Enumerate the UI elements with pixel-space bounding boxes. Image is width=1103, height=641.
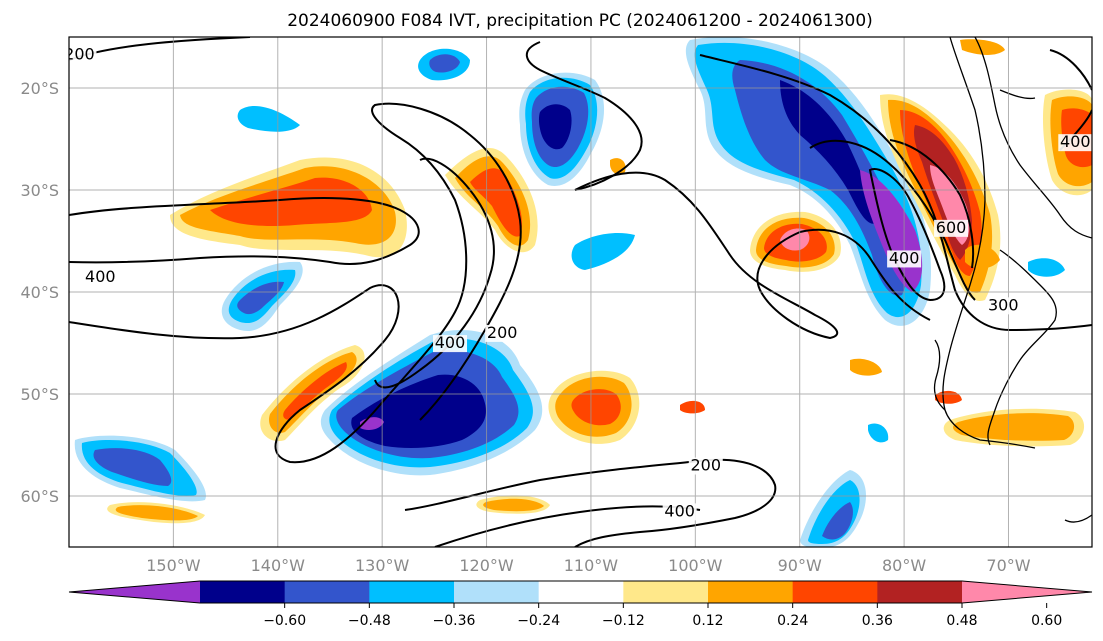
lon-tick-label: 80°W (882, 556, 926, 575)
contour-labels: 200 400 400 200 200 400 400 600 300 400 (64, 44, 1092, 521)
lon-tick-label: 90°W (778, 556, 822, 575)
contour-label-bg (83, 268, 118, 286)
colorbar-extend-low (69, 581, 200, 603)
lon-tick-label: 130°W (355, 556, 410, 575)
colorbar-segment (538, 581, 624, 603)
contour-label-bg (986, 297, 1021, 315)
contour-label: 400 (1060, 132, 1091, 151)
lat-tick-label: 60°S (20, 487, 59, 506)
contour-label: 400 (435, 333, 466, 352)
lon-tick-label: 150°W (146, 556, 201, 575)
colorbar-outline (68, 580, 1093, 604)
lat-tick-label: 20°S (20, 79, 59, 98)
map-area: 200 400 400 200 200 400 400 600 300 400 (64, 37, 1092, 547)
ivt-contours (69, 37, 1092, 547)
colorbar-tick-label: 0.12 (692, 613, 723, 629)
colorbar-segment (792, 581, 878, 603)
colorbar-tick-label: −0.36 (433, 613, 476, 629)
lon-tick-label: 110°W (564, 556, 619, 575)
colorbar-segment (200, 581, 286, 603)
lon-tick-label: 100°W (668, 556, 723, 575)
colorbar-segment (369, 581, 455, 603)
colorbar-tick-label: −0.48 (348, 613, 391, 629)
lat-tick-label: 40°S (20, 283, 59, 302)
colorbar-tick-label: 0.60 (1031, 613, 1062, 629)
contour-label: 200 (487, 323, 518, 342)
contour-label: 200 (690, 456, 721, 475)
lat-tick-label: 30°S (20, 181, 59, 200)
longitude-ticks: 150°W 140°W 130°W 120°W 110°W 100°W 90°W 80°W 70… (146, 556, 1031, 575)
lat-tick-label: 50°S (20, 385, 59, 404)
contour-label-bg (485, 324, 520, 342)
lon-tick-label: 140°W (251, 556, 306, 575)
contour-label: 300 (988, 295, 1019, 314)
colorbar-segment (708, 581, 794, 603)
colorbar-segment (454, 581, 540, 603)
colorbar-tick-label: −0.12 (602, 613, 645, 629)
colorbar-tick-label: −0.60 (263, 613, 306, 629)
contour-label: 400 (889, 248, 920, 267)
colorbar-extend-high (962, 581, 1092, 603)
contour-label-bg (433, 335, 468, 353)
colorbar-tick-label: −0.24 (517, 613, 560, 629)
coastline (933, 37, 1092, 523)
contour-label-bg (934, 219, 969, 237)
contour-label: 200 (64, 44, 95, 63)
contour-label: 600 (936, 218, 967, 237)
colorbar-segment (877, 581, 963, 603)
contour-label-bg (662, 503, 697, 521)
contour-label-bg (887, 250, 922, 268)
contour-label-bg (1058, 134, 1092, 152)
contour-label: 400 (664, 501, 695, 520)
colorbar-tick-label: 0.36 (862, 613, 893, 629)
contour-label-bg (69, 46, 97, 64)
colorbar: −0.60 −0.48 −0.36 −0.24 −0.12 0.12 0.24 0.36 0.4… (68, 580, 1093, 629)
lon-tick-label: 120°W (459, 556, 514, 575)
lon-tick-label: 70°W (986, 556, 1030, 575)
map-title: 2024060900 F084 IVT, precipitation PC (2… (287, 11, 873, 31)
map-frame (68, 36, 1093, 548)
contour-label-bg (688, 457, 723, 475)
contour-label: 400 (85, 267, 116, 286)
colorbar-tick-label: 0.48 (946, 613, 977, 629)
gridlines (69, 37, 1092, 547)
latitude-ticks: 20°S 30°S 40°S 50°S 60°S (20, 79, 59, 506)
colorbar-segment (284, 581, 370, 603)
colorbar-segment (623, 581, 709, 603)
colorbar-tick-label: 0.24 (777, 613, 808, 629)
